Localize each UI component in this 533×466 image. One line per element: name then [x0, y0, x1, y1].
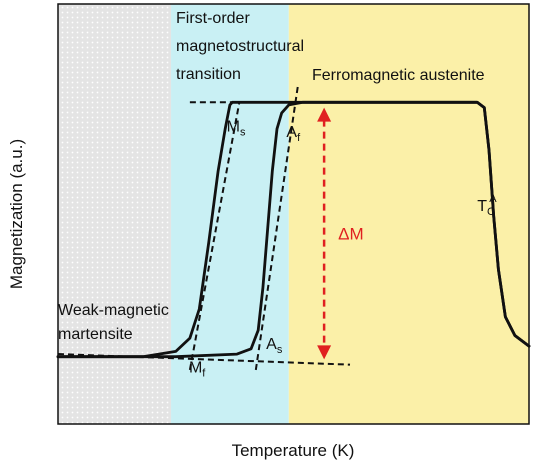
heating-curve	[56, 100, 531, 359]
delta-m-label: ΔM	[338, 224, 364, 243]
region-band-3	[288, 4, 529, 424]
plot-frame	[57, 3, 530, 425]
delta-m-arrow: ΔM	[317, 107, 364, 360]
delta-m-arrowhead-bottom	[317, 345, 332, 360]
guide-layer	[57, 83, 351, 371]
delta-m-arrowhead-top	[317, 107, 332, 122]
point-label-mf: Mf	[189, 360, 206, 380]
y-axis-title: Magnetization (a.u.)	[7, 139, 26, 289]
transition-label-line-3: transition	[176, 66, 241, 83]
tangent-guide-1	[188, 102, 241, 371]
austenite-label: Ferromagnetic austenite	[312, 67, 485, 84]
x-axis-title: Temperature (K)	[232, 441, 355, 460]
tangent-guide-2	[254, 83, 300, 371]
martensite-label-line-2: martensite	[58, 326, 133, 343]
transition-label-line-2: magnetostructural	[176, 38, 304, 55]
tangent-guide-4	[57, 353, 351, 366]
series-layer	[56, 100, 531, 359]
point-label-tca-superscript: A	[489, 193, 497, 205]
region-band-texture	[58, 4, 172, 424]
martensite-label-line-1: Weak-magnetic	[58, 302, 169, 319]
transition-label-line-1: First-order	[176, 10, 250, 27]
